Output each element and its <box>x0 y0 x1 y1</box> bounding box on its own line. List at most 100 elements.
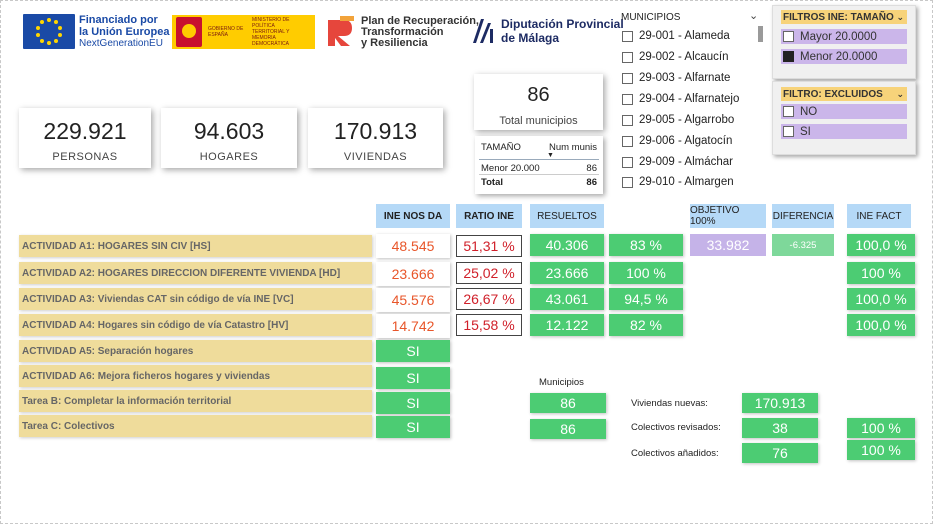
municipios-count: 86 <box>530 393 606 413</box>
kpi-card-personas: 229.921 PERSONAS <box>19 108 151 168</box>
activity-row-label: ACTIVIDAD A3: Viviendas CAT sin código d… <box>19 288 372 310</box>
checkbox[interactable] <box>783 106 794 117</box>
ine-value: 14.742 <box>376 314 450 338</box>
chevron-down-icon[interactable]: ⌄ <box>896 11 904 22</box>
checkbox[interactable] <box>622 51 633 63</box>
kpi-label: HOGARES <box>199 151 259 163</box>
filtro-tamano-header[interactable]: FILTROS INE: TAMAÑO ⌄ <box>781 10 907 24</box>
municipio-label: 29-004 - Alfarnatejo <box>639 93 740 105</box>
si-badge: SI <box>376 340 450 362</box>
prtr-logo-text: Plan de Recuperación, Transformación y R… <box>361 16 479 49</box>
ine-fact-value: 100 % <box>847 262 915 284</box>
total-municipios-value: 86 <box>527 84 550 106</box>
checkbox[interactable] <box>622 30 633 42</box>
activity-row-label: Tarea C: Colectivos <box>19 415 372 437</box>
sort-desc-icon[interactable]: ▼ <box>547 152 554 159</box>
checkbox[interactable] <box>783 126 794 137</box>
gobierno-text: GOBIERNO DE ESPAÑA <box>208 26 244 38</box>
municipio-item[interactable]: 29-004 - Alfarnatejo <box>622 90 739 108</box>
municipios-slicer-title: MUNICIPIOS <box>621 12 681 23</box>
coat-of-arms-icon <box>176 17 202 47</box>
municipio-label: 29-001 - Alameda <box>639 30 730 42</box>
colectivos-revisados-label: Colectivos revisados: <box>631 422 721 433</box>
kpi-value: 170.913 <box>333 118 418 144</box>
checkbox[interactable] <box>622 72 633 84</box>
activity-row-label: ACTIVIDAD A5: Separación hogares <box>19 340 372 362</box>
ratio-value: 15,58 % <box>456 314 522 336</box>
table-cell: 86 <box>586 163 597 174</box>
activity-row-label: ACTIVIDAD A2: HOGARES DIRECCION DIFERENT… <box>19 262 372 284</box>
ratio-value: 26,67 % <box>456 288 522 310</box>
total-label: Total <box>481 177 503 188</box>
checkbox[interactable] <box>622 114 633 126</box>
prtr-line1: Plan de Recuperación, <box>361 15 479 27</box>
checkbox[interactable] <box>783 31 794 42</box>
municipio-item[interactable]: 29-010 - Almargen <box>622 173 734 191</box>
diputacion-logo-icon <box>473 19 493 43</box>
checkbox[interactable] <box>622 135 633 147</box>
activity-row-label: ACTIVIDAD A1: HOGARES SIN CIV [HS] <box>19 235 372 257</box>
gobierno-logo: GOBIERNO DE ESPAÑA MINISTERIO DE POLÍTIC… <box>172 15 315 49</box>
header-ine-fact: INE FACT <box>847 204 911 228</box>
prtr-logo-icon <box>328 16 354 46</box>
prtr-line3: y Resiliencia <box>361 37 428 49</box>
option-label: Menor 20.0000 <box>800 50 878 63</box>
header-objetivo: OBJETIVO 100% <box>690 204 766 228</box>
ine-value: 48.545 <box>376 234 450 258</box>
kpi-value: 94.603 <box>193 118 265 144</box>
municipio-item[interactable]: 29-005 - Algarrobo <box>622 111 734 129</box>
municipio-label: 29-009 - Almáchar <box>639 156 733 168</box>
activity-row-label: ACTIVIDAD A4: Hogares sin código de vía … <box>19 314 372 336</box>
checkbox[interactable] <box>622 176 633 188</box>
viviendas-nuevas-value: 170.913 <box>742 393 818 413</box>
percent-value: 83 % <box>609 234 683 256</box>
column-header-tamano[interactable]: TAMAÑO <box>481 142 521 153</box>
diputacion-line2: de Málaga <box>501 31 560 45</box>
slicer-scrollbar[interactable] <box>758 26 763 42</box>
municipios-block-title: Municipios <box>539 377 584 388</box>
filtro-excluidos-title: FILTRO: EXCLUIDOS <box>783 88 883 100</box>
municipio-item[interactable]: 29-001 - Alameda <box>622 27 730 45</box>
header-divider <box>479 159 599 160</box>
resueltos-value: 40.306 <box>530 234 604 256</box>
tamano-table: TAMAÑO Num munis ▼ Menor 20.000 86 Total… <box>475 136 603 194</box>
checkbox[interactable] <box>622 93 633 105</box>
checkbox[interactable] <box>622 156 633 168</box>
chevron-down-icon[interactable]: ⌄ <box>896 88 904 99</box>
eu-line3: NextGenerationEU <box>79 38 163 49</box>
option-label: SI <box>800 125 811 138</box>
filtro-option-no[interactable]: NO <box>781 104 907 119</box>
filtro-excluidos-header[interactable]: FILTRO: EXCLUIDOS ⌄ <box>781 87 907 101</box>
si-badge: SI <box>376 416 450 438</box>
resueltos-value: 43.061 <box>530 288 604 310</box>
colectivos-anadidos-pct: 100 % <box>847 440 915 460</box>
municipio-item[interactable]: 29-009 - Almáchar <box>622 153 733 171</box>
si-badge: SI <box>376 392 450 414</box>
ine-value: 45.576 <box>376 288 450 312</box>
municipio-item[interactable]: 29-006 - Algatocín <box>622 132 732 150</box>
eu-logo-text: Financiado por la Unión Europea NextGene… <box>79 14 169 50</box>
row-divider <box>479 174 599 175</box>
filtro-option-mayor[interactable]: Mayor 20.0000 <box>781 29 907 44</box>
kpi-value: 229.921 <box>43 118 127 144</box>
ine-value: 23.666 <box>376 262 450 286</box>
kpi-card-hogares: 94.603 HOGARES <box>161 108 297 168</box>
municipio-label: 29-006 - Algatocín <box>639 135 733 147</box>
municipio-item[interactable]: 29-003 - Alfarnate <box>622 69 730 87</box>
filtro-option-menor[interactable]: Menor 20.0000 <box>781 49 907 64</box>
checkbox-checked[interactable] <box>783 51 794 62</box>
colectivos-revisados-pct: 100 % <box>847 418 915 438</box>
total-municipios-card: 86 Total municipios <box>474 74 603 130</box>
total-value: 86 <box>586 177 597 188</box>
filtro-option-si[interactable]: SI <box>781 124 907 139</box>
prtr-line2: Transformación <box>361 26 444 38</box>
filtro-tamano-panel: FILTROS INE: TAMAÑO ⌄ Mayor 20.0000 Menor… <box>772 5 916 79</box>
kpi-card-viviendas: 170.913 VIVIENDAS <box>308 108 443 168</box>
viviendas-nuevas-label: Viviendas nuevas: <box>631 398 708 409</box>
eu-line1: Financiado por <box>79 14 158 26</box>
percent-value: 94,5 % <box>609 288 683 310</box>
colectivos-anadidos-label: Colectivos añadidos: <box>631 448 719 459</box>
municipio-item[interactable]: 29-002 - Alcaucín <box>622 48 729 66</box>
chevron-down-icon[interactable]: ⌄ <box>749 10 759 22</box>
column-header-num-munis[interactable]: Num munis <box>548 142 597 153</box>
